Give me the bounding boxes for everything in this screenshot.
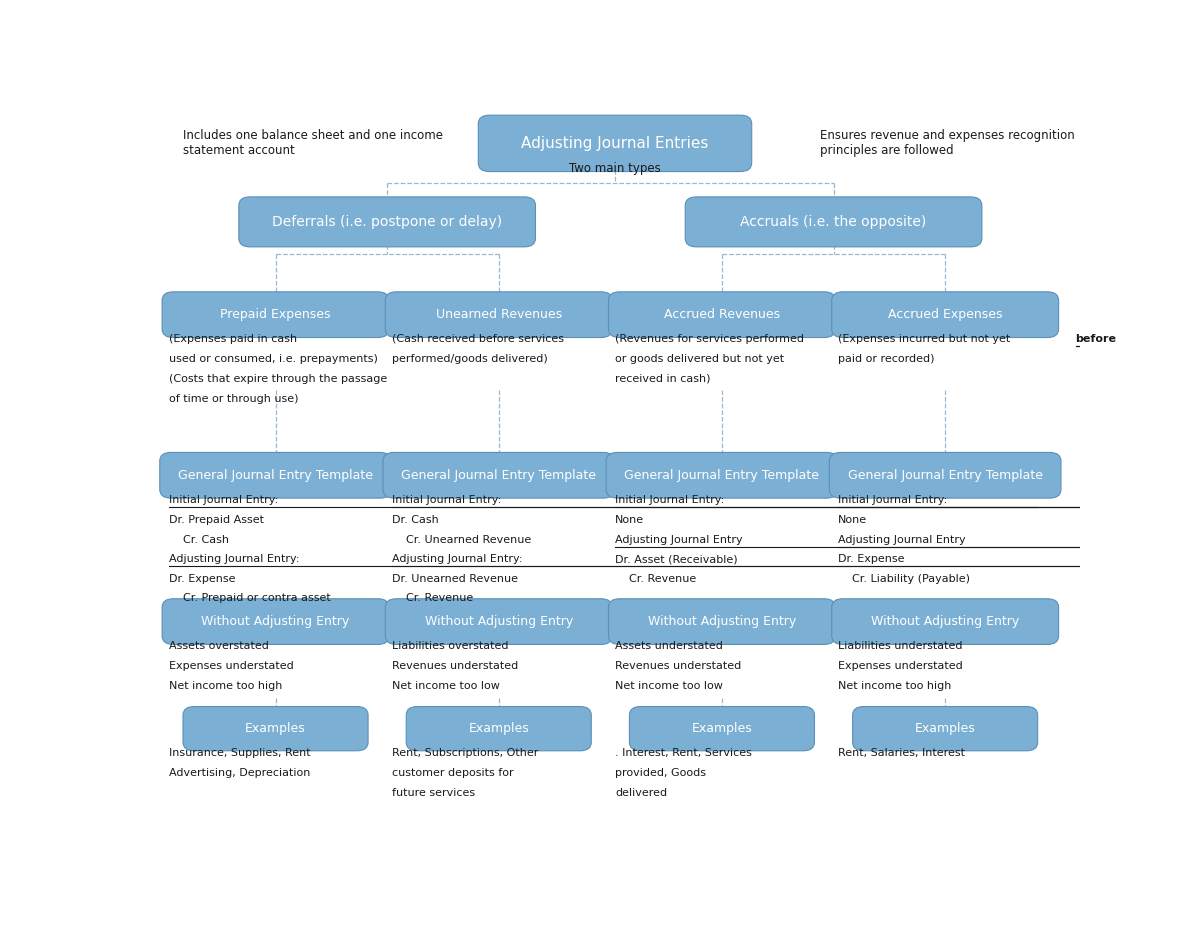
Text: Cr. Liability (Payable): Cr. Liability (Payable) — [839, 574, 971, 584]
Text: Without Adjusting Entry: Without Adjusting Entry — [202, 616, 349, 629]
Text: (Cash received before services: (Cash received before services — [391, 334, 564, 344]
FancyBboxPatch shape — [162, 292, 389, 337]
Text: General Journal Entry Template: General Journal Entry Template — [847, 469, 1043, 482]
FancyBboxPatch shape — [685, 197, 982, 247]
FancyBboxPatch shape — [832, 292, 1058, 337]
Text: Net income too high: Net income too high — [839, 680, 952, 691]
Text: Initial Journal Entry:: Initial Journal Entry: — [391, 495, 502, 505]
Text: Adjusting Journal Entry:: Adjusting Journal Entry: — [391, 554, 522, 565]
FancyBboxPatch shape — [383, 452, 614, 498]
Text: Assets understated: Assets understated — [616, 641, 722, 651]
Text: Expenses understated: Expenses understated — [168, 661, 293, 671]
Text: Cr. Cash: Cr. Cash — [168, 535, 228, 544]
FancyBboxPatch shape — [184, 706, 368, 751]
Text: Revenues understated: Revenues understated — [616, 661, 742, 671]
Text: Examples: Examples — [691, 722, 752, 735]
Text: Dr. Unearned Revenue: Dr. Unearned Revenue — [391, 574, 518, 584]
Text: Liabilities overstated: Liabilities overstated — [391, 641, 509, 651]
Text: Cr. Prepaid or contra asset: Cr. Prepaid or contra asset — [168, 593, 330, 603]
FancyBboxPatch shape — [608, 599, 835, 644]
Text: None: None — [616, 514, 644, 525]
Text: Initial Journal Entry:: Initial Journal Entry: — [839, 495, 948, 505]
Text: Initial Journal Entry:: Initial Journal Entry: — [168, 495, 278, 505]
Text: performed/goods delivered): performed/goods delivered) — [391, 354, 547, 364]
FancyBboxPatch shape — [853, 706, 1038, 751]
Text: Dr. Asset (Receivable): Dr. Asset (Receivable) — [616, 554, 738, 565]
Text: Rent, Subscriptions, Other: Rent, Subscriptions, Other — [391, 748, 538, 758]
Text: Adjusting Journal Entry:: Adjusting Journal Entry: — [168, 554, 299, 565]
FancyBboxPatch shape — [162, 599, 389, 644]
Text: Net income too high: Net income too high — [168, 680, 282, 691]
FancyBboxPatch shape — [239, 197, 535, 247]
Text: future services: future services — [391, 788, 475, 798]
Text: or goods delivered but not yet: or goods delivered but not yet — [616, 354, 784, 364]
Text: used or consumed, i.e. prepayments): used or consumed, i.e. prepayments) — [168, 354, 378, 364]
FancyBboxPatch shape — [160, 452, 391, 498]
Text: Examples: Examples — [468, 722, 529, 735]
Text: Deferrals (i.e. postpone or delay): Deferrals (i.e. postpone or delay) — [272, 215, 503, 229]
Text: (Expenses paid in cash: (Expenses paid in cash — [168, 334, 300, 344]
Text: Cr. Revenue: Cr. Revenue — [391, 593, 473, 603]
Text: . Interest, Rent, Services: . Interest, Rent, Services — [616, 748, 752, 758]
Text: General Journal Entry Template: General Journal Entry Template — [401, 469, 596, 482]
Text: Includes one balance sheet and one income
statement account: Includes one balance sheet and one incom… — [182, 129, 443, 157]
FancyBboxPatch shape — [630, 706, 815, 751]
Text: Without Adjusting Entry: Without Adjusting Entry — [425, 616, 572, 629]
Text: before: before — [1075, 334, 1116, 344]
Text: Net income too low: Net income too low — [616, 680, 722, 691]
Text: Ensures revenue and expenses recognition
principles are followed: Ensures revenue and expenses recognition… — [820, 129, 1074, 157]
Text: of time or through use): of time or through use) — [168, 394, 298, 404]
FancyBboxPatch shape — [479, 115, 751, 171]
FancyBboxPatch shape — [832, 599, 1058, 644]
Text: Without Adjusting Entry: Without Adjusting Entry — [871, 616, 1019, 629]
Text: Examples: Examples — [245, 722, 306, 735]
Text: Dr. Prepaid Asset: Dr. Prepaid Asset — [168, 514, 264, 525]
Text: Net income too low: Net income too low — [391, 680, 499, 691]
Text: Expenses understated: Expenses understated — [839, 661, 962, 671]
Text: Dr. Expense: Dr. Expense — [839, 554, 905, 565]
Text: Without Adjusting Entry: Without Adjusting Entry — [648, 616, 796, 629]
Text: Advertising, Depreciation: Advertising, Depreciation — [168, 768, 310, 778]
Text: Revenues understated: Revenues understated — [391, 661, 518, 671]
Text: received in cash): received in cash) — [616, 374, 710, 384]
Text: Accruals (i.e. the opposite): Accruals (i.e. the opposite) — [740, 215, 926, 229]
Text: (Revenues for services performed: (Revenues for services performed — [616, 334, 804, 344]
Text: Examples: Examples — [914, 722, 976, 735]
FancyBboxPatch shape — [829, 452, 1061, 498]
Text: Cr. Revenue: Cr. Revenue — [616, 574, 696, 584]
Text: General Journal Entry Template: General Journal Entry Template — [624, 469, 820, 482]
Text: General Journal Entry Template: General Journal Entry Template — [178, 469, 373, 482]
Text: Two main types: Two main types — [569, 162, 661, 175]
Text: Assets overstated: Assets overstated — [168, 641, 269, 651]
Text: (Expenses incurred but not yet: (Expenses incurred but not yet — [839, 334, 1010, 344]
FancyBboxPatch shape — [385, 292, 612, 337]
Text: Accrued Expenses: Accrued Expenses — [888, 308, 1002, 321]
Text: (Costs that expire through the passage: (Costs that expire through the passage — [168, 374, 386, 384]
Text: provided, Goods: provided, Goods — [616, 768, 706, 778]
Text: paid or recorded): paid or recorded) — [839, 354, 935, 364]
Text: Rent, Salaries, Interest: Rent, Salaries, Interest — [839, 748, 965, 758]
FancyBboxPatch shape — [385, 599, 612, 644]
Text: customer deposits for: customer deposits for — [391, 768, 514, 778]
Text: Unearned Revenues: Unearned Revenues — [436, 308, 562, 321]
Text: delivered: delivered — [616, 788, 667, 798]
Text: Insurance, Supplies, Rent: Insurance, Supplies, Rent — [168, 748, 311, 758]
Text: Dr. Expense: Dr. Expense — [168, 574, 235, 584]
Text: None: None — [839, 514, 868, 525]
Text: Initial Journal Entry:: Initial Journal Entry: — [616, 495, 725, 505]
Text: Adjusting Journal Entry: Adjusting Journal Entry — [839, 535, 966, 544]
Text: Dr. Cash: Dr. Cash — [391, 514, 438, 525]
FancyBboxPatch shape — [606, 452, 838, 498]
Text: Adjusting Journal Entry: Adjusting Journal Entry — [616, 535, 743, 544]
Text: Cr. Unearned Revenue: Cr. Unearned Revenue — [391, 535, 532, 544]
Text: Adjusting Journal Entries: Adjusting Journal Entries — [521, 136, 709, 151]
FancyBboxPatch shape — [608, 292, 835, 337]
Text: Prepaid Expenses: Prepaid Expenses — [221, 308, 331, 321]
Text: Liabilities understated: Liabilities understated — [839, 641, 962, 651]
FancyBboxPatch shape — [407, 706, 592, 751]
Text: Accrued Revenues: Accrued Revenues — [664, 308, 780, 321]
